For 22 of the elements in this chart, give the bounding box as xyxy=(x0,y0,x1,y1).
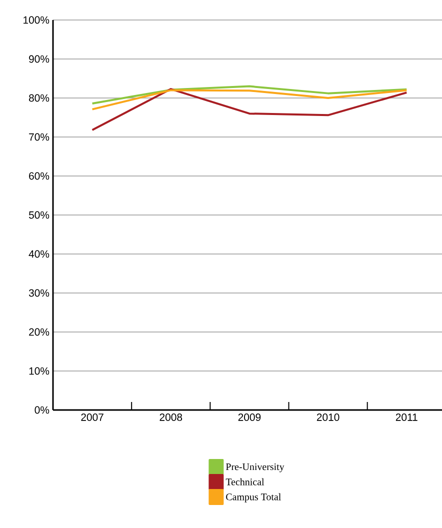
y-tick-label: 50% xyxy=(28,211,50,219)
y-tick-label: 70% xyxy=(29,133,50,141)
legend-label: Technical xyxy=(226,478,264,486)
y-tick-label: 10% xyxy=(29,367,50,375)
y-tick-label: 80% xyxy=(28,94,50,102)
y-tick-label: 60% xyxy=(29,172,50,180)
x-tick-label: 2010 xyxy=(316,414,340,421)
x-tick-label: 2008 xyxy=(160,414,182,421)
legend-label: Pre-University xyxy=(226,463,284,472)
legend-label: Campus Total xyxy=(226,493,281,502)
line-series xyxy=(91,85,408,104)
y-tick-label: 30% xyxy=(28,289,50,297)
y-tick-label: 90% xyxy=(29,55,50,63)
y-tick-label: 0% xyxy=(34,406,50,414)
x-tick-label: 2009 xyxy=(238,414,261,421)
line-series xyxy=(91,89,408,110)
line-series xyxy=(91,88,408,131)
x-tick-label: 2011 xyxy=(396,414,418,421)
y-tick-label: 40% xyxy=(28,250,50,258)
x-tick-label: 2007 xyxy=(81,414,104,421)
y-tick-label: 20% xyxy=(29,328,50,336)
y-tick-label: 100% xyxy=(24,16,50,24)
